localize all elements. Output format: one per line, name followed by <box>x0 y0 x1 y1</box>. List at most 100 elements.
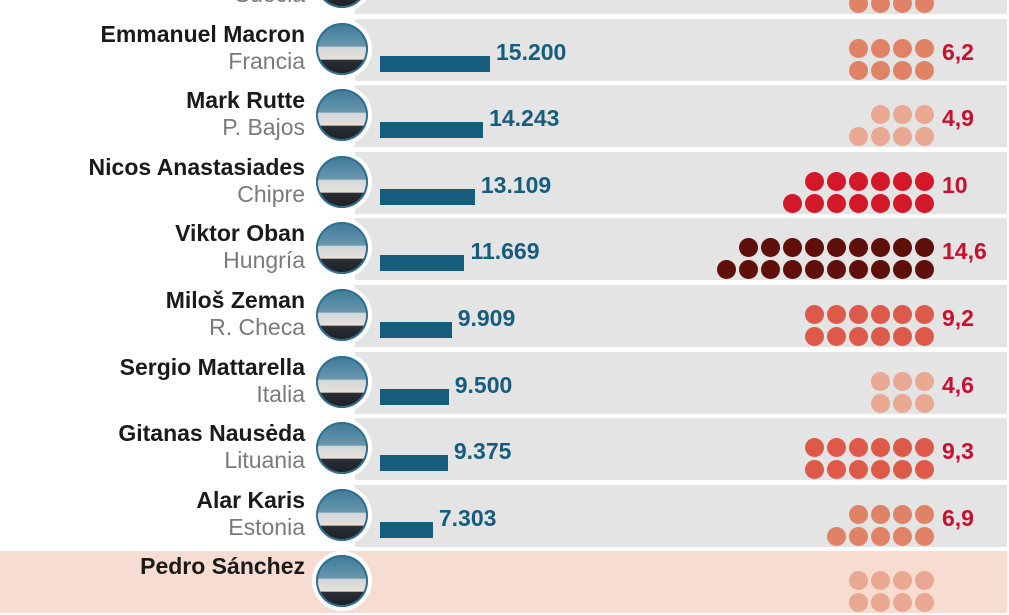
value-label: 15.200 <box>496 38 567 65</box>
pct-dot <box>871 238 890 258</box>
value-bar <box>380 388 449 405</box>
pct-dot <box>871 327 890 346</box>
pct-dot <box>827 305 846 324</box>
pct-label: 4,9 <box>942 105 974 132</box>
leader-name: Nicos Anastasiades <box>88 153 305 180</box>
pct-dots <box>734 38 934 80</box>
avatar <box>312 85 372 146</box>
pct-dot <box>849 460 868 480</box>
pct-dot <box>849 305 868 324</box>
avatar-image <box>316 289 368 341</box>
pct-label: 6,2 <box>942 38 974 65</box>
leader-country: Hungría <box>223 247 305 274</box>
pct-dot <box>893 371 912 391</box>
pct-dot <box>893 127 912 147</box>
pct-label: 9,3 <box>942 438 974 465</box>
pct-dot <box>849 60 868 80</box>
table-row: Mark Rutte P. Bajos 14.243 4,9 <box>0 83 1009 149</box>
leader-name: Viktor Oban <box>175 220 305 247</box>
avatar-image <box>316 355 368 408</box>
pct-dot <box>871 38 890 58</box>
avatar <box>312 418 372 479</box>
avatar-image <box>316 0 368 8</box>
leader-country: P. Bajos <box>222 114 305 141</box>
value-bar <box>380 322 452 338</box>
pct-dot <box>827 171 846 191</box>
pct-dot <box>805 305 824 324</box>
pct-dot <box>871 571 890 591</box>
pct-dot <box>849 193 868 213</box>
pct-dot <box>915 38 934 58</box>
pct-dot <box>849 171 868 191</box>
pct-dot <box>827 238 846 258</box>
pct-dot <box>805 238 824 258</box>
pct-dot <box>761 260 780 280</box>
pct-dot <box>893 305 912 324</box>
avatar <box>312 484 372 545</box>
pct-label: 6,9 <box>942 504 974 531</box>
pct-dot <box>871 127 890 147</box>
value-label: 9.500 <box>454 371 513 398</box>
pct-dots <box>734 371 934 413</box>
pct-dot <box>915 171 934 191</box>
leader-country: Estonia <box>228 513 305 540</box>
pct-dot <box>871 460 890 480</box>
table-row: Suecia <box>0 0 1009 16</box>
pct-dot <box>871 105 890 125</box>
pct-dot <box>871 0 890 13</box>
pct-dot <box>783 193 802 213</box>
value-bar <box>380 188 475 205</box>
leader-name: Gitanas Nausėda <box>118 420 305 447</box>
leader-country: Lituania <box>224 447 305 474</box>
table-row: Gitanas Nausėda Lituania 9.375 9,3 <box>0 416 1009 482</box>
value-bar <box>380 255 465 272</box>
pct-dot <box>893 60 912 80</box>
avatar-image <box>316 89 368 142</box>
leader-name: Emmanuel Macron <box>100 20 306 47</box>
pct-dot <box>849 0 868 13</box>
pct-label: 14,6 <box>942 238 987 265</box>
avatar-image <box>316 22 368 75</box>
table-row: Miloš Zeman R. Checa 9.909 9,2 <box>0 283 1009 349</box>
pct-dot <box>893 38 912 58</box>
pct-dot <box>893 171 912 191</box>
pct-dot <box>849 593 868 613</box>
pct-dot <box>717 260 736 280</box>
pct-dots <box>734 571 934 613</box>
avatar-image <box>316 488 368 541</box>
leader-country: Italia <box>256 380 305 407</box>
leader-name: Mark Rutte <box>186 87 305 114</box>
pct-dot <box>871 60 890 80</box>
pct-dot <box>805 171 824 191</box>
table-row: Pedro Sánchez <box>0 549 1009 615</box>
pct-dot <box>893 571 912 591</box>
avatar-image <box>316 422 368 475</box>
leader-name: Sergio Mattarella <box>119 353 305 380</box>
value-bar <box>380 455 448 472</box>
pct-dot <box>783 260 802 280</box>
pct-dot <box>827 327 846 346</box>
leader-country: Suecia <box>235 0 305 8</box>
avatar <box>312 551 372 612</box>
pct-dot <box>827 526 846 546</box>
table-row: Emmanuel Macron Francia 15.200 6,2 <box>0 17 1009 83</box>
avatar <box>312 218 372 279</box>
pct-dot <box>915 127 934 147</box>
pct-dot <box>871 593 890 613</box>
pct-dot <box>915 105 934 125</box>
value-label: 9.375 <box>453 438 512 465</box>
pct-dot <box>893 238 912 258</box>
pct-dot <box>893 327 912 346</box>
pct-dots <box>717 238 934 280</box>
pct-dot <box>849 504 868 524</box>
pct-dot <box>849 260 868 280</box>
pct-dot <box>739 260 758 280</box>
pct-dot <box>871 260 890 280</box>
pct-dot <box>893 438 912 458</box>
pct-dot <box>871 526 890 546</box>
pct-dot <box>849 438 868 458</box>
pct-dot <box>915 438 934 458</box>
pct-dot <box>915 526 934 546</box>
pct-dot <box>915 60 934 80</box>
value-label: 13.109 <box>480 171 552 198</box>
